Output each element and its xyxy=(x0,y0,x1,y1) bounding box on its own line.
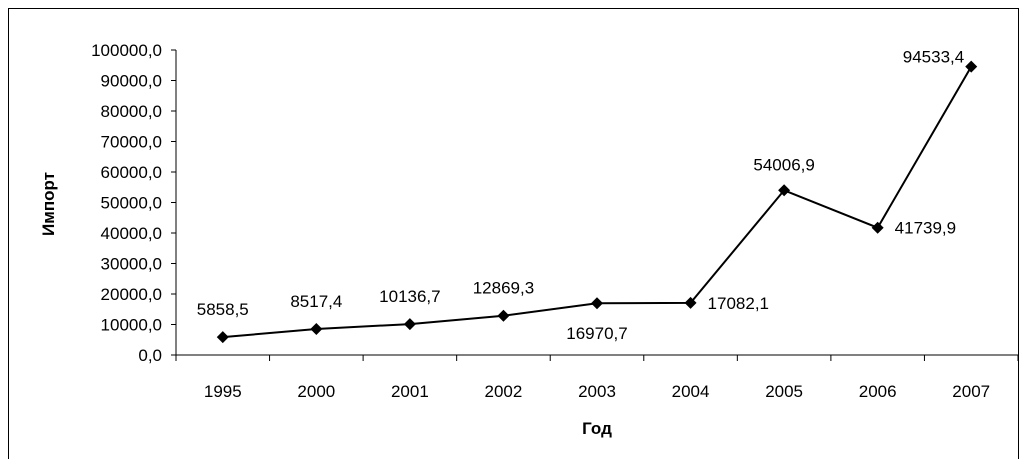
y-tick-label: 10000,0 xyxy=(101,316,162,335)
data-label: 41739,9 xyxy=(895,219,956,238)
x-tick-label: 2001 xyxy=(391,382,429,401)
x-tick-label: 2005 xyxy=(765,382,803,401)
data-label: 17082,1 xyxy=(708,294,769,313)
y-ticks: 0,0 10000,0 20000,0 30000,0 40000,0 50000,0 60… xyxy=(91,41,176,365)
y-tick-label: 80000,0 xyxy=(101,102,162,121)
y-tick-label: 90000,0 xyxy=(101,72,162,91)
y-tick-label: 20000,0 xyxy=(101,285,162,304)
x-tick-label: 2000 xyxy=(297,382,335,401)
data-point-marker xyxy=(778,184,791,197)
x-tick-label: 1995 xyxy=(204,382,242,401)
data-point-marker xyxy=(965,60,978,73)
data-label: 94533,4 xyxy=(903,48,964,67)
y-tick-label: 100000,0 xyxy=(91,41,162,60)
y-tick-label: 30000,0 xyxy=(101,255,162,274)
data-point-marker xyxy=(310,323,323,336)
x-axis-title: Год xyxy=(582,419,612,438)
y-tick-label: 0,0 xyxy=(138,346,162,365)
data-point-marker xyxy=(871,221,884,234)
markers xyxy=(216,60,978,344)
y-tick-label: 70000,0 xyxy=(101,133,162,152)
data-label: 5858,5 xyxy=(197,300,249,319)
data-label: 8517,4 xyxy=(290,292,342,311)
x-tick-label: 2006 xyxy=(859,382,897,401)
y-tick-label: 40000,0 xyxy=(101,224,162,243)
data-label: 10136,7 xyxy=(379,287,440,306)
data-point-marker xyxy=(497,309,510,322)
data-label: 54006,9 xyxy=(753,155,814,174)
data-label: 12869,3 xyxy=(473,279,534,298)
y-axis-title: Импорт xyxy=(39,172,58,236)
x-tick-label: 2004 xyxy=(672,382,710,401)
x-tick-label: 2003 xyxy=(578,382,616,401)
x-tick-label: 2002 xyxy=(485,382,523,401)
data-point-marker xyxy=(216,331,229,344)
data-point-marker xyxy=(591,297,603,310)
y-tick-label: 60000,0 xyxy=(101,163,162,182)
y-tick-label: 50000,0 xyxy=(101,194,162,213)
data-label: 16970,7 xyxy=(566,324,627,343)
x-tick-label: 2007 xyxy=(952,382,990,401)
data-labels: 5858,5 8517,4 10136,7 12869,3 16970,7 17082,1… xyxy=(197,48,964,344)
data-point-marker xyxy=(403,318,416,331)
data-point-marker xyxy=(684,296,697,309)
x-ticks: 1995 2000 2001 2002 2003 2004 2005 2006 2007 xyxy=(175,355,1019,401)
